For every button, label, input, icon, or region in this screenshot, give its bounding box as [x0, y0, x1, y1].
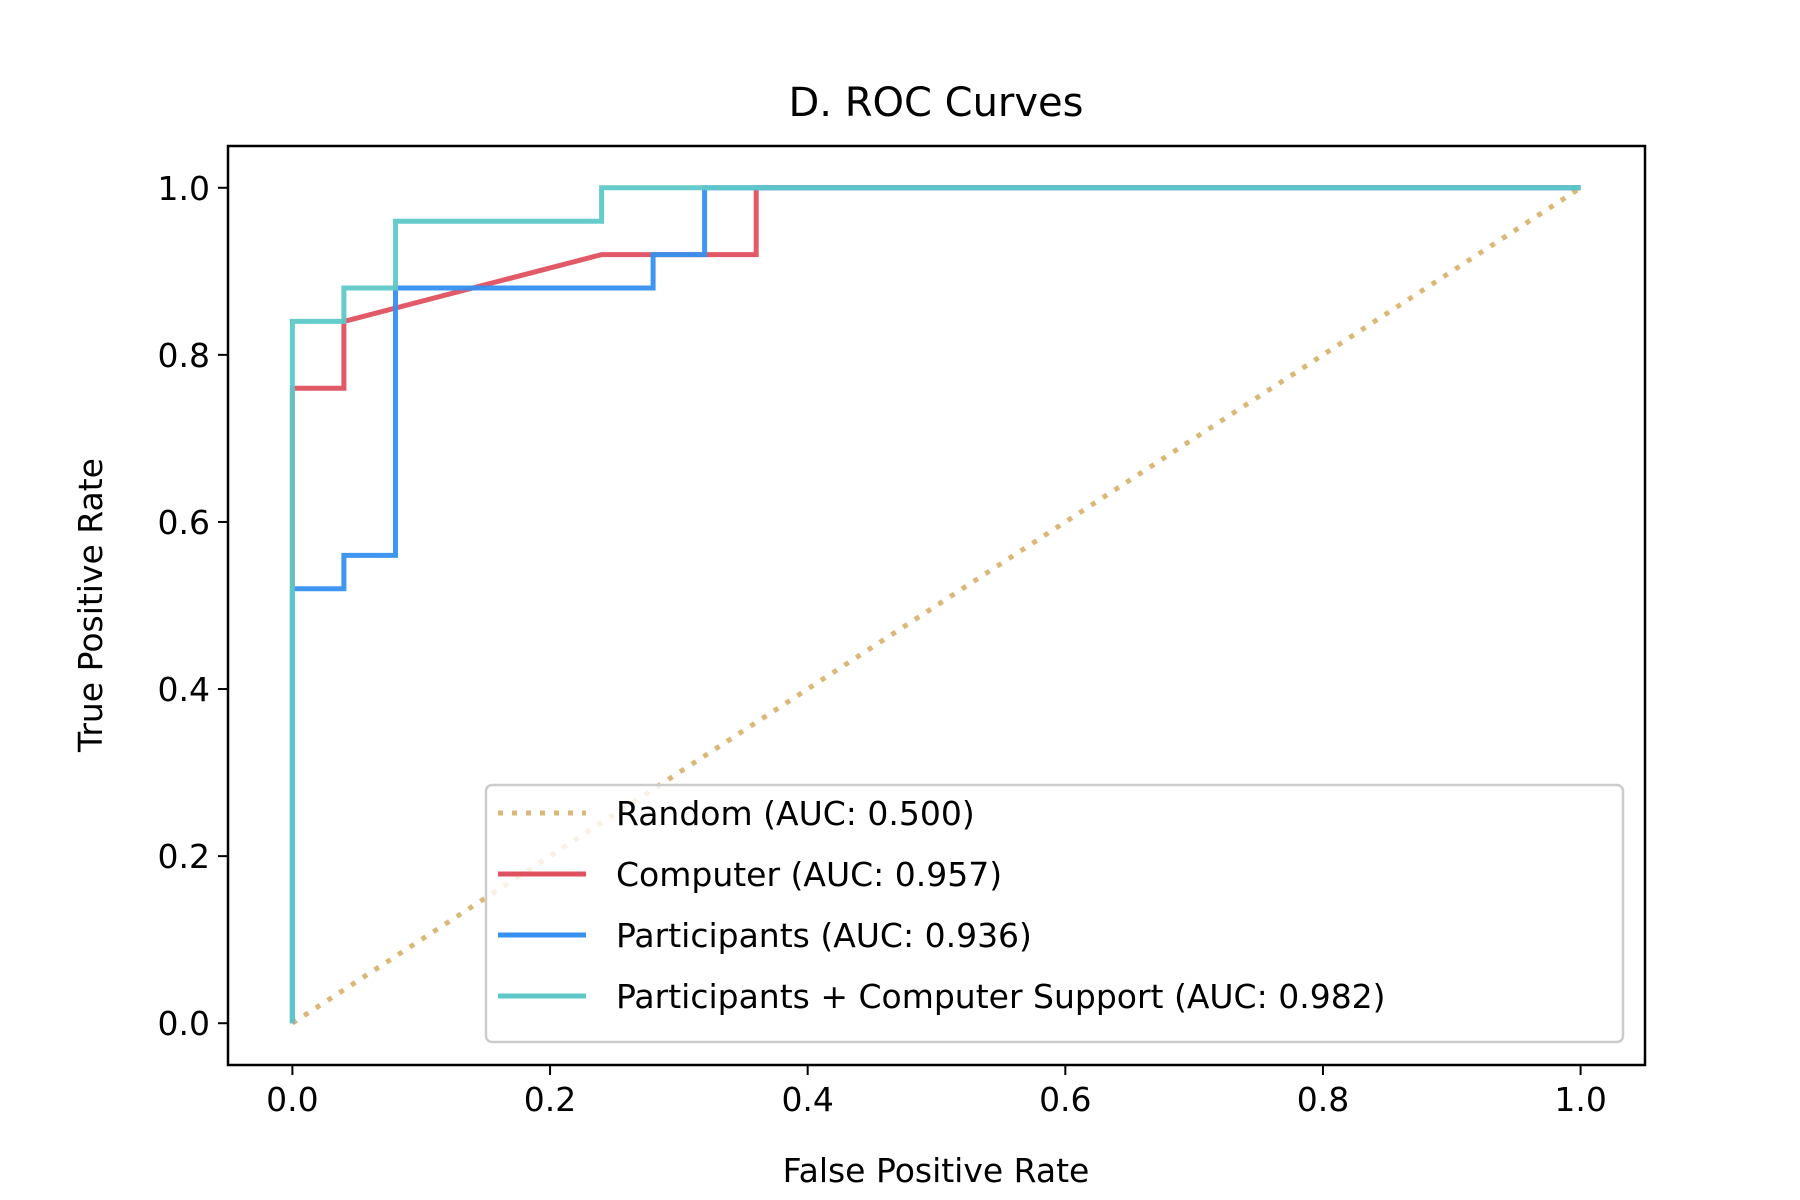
x-tick-label: 0.6: [1039, 1080, 1091, 1119]
y-axis: 0.0 0.2 0.4 0.6 0.8 1.0: [158, 169, 228, 1043]
y-tick-label: 0.6: [158, 503, 210, 542]
legend-label: Computer (AUC: 0.957): [616, 855, 1002, 894]
series-line-1: [289, 185, 1581, 1024]
x-axis: 0.0 0.2 0.4 0.6 0.8 1.0: [266, 1065, 1607, 1119]
legend-label: Participants + Computer Support (AUC: 0.…: [616, 977, 1386, 1016]
y-tick-label: 0.8: [158, 336, 210, 375]
legend-box: [484, 783, 1625, 1044]
series-line-3: [289, 185, 1581, 1024]
legend-label: Random (AUC: 0.500): [616, 794, 975, 833]
y-axis-label: True Positive Rate: [71, 458, 110, 753]
x-tick-label: 0.2: [524, 1080, 576, 1119]
y-tick-label: 1.0: [158, 169, 210, 208]
chart-title: D. ROC Curves: [789, 80, 1084, 126]
legend-label: Participants (AUC: 0.936): [616, 916, 1032, 955]
x-tick-label: 0.8: [1297, 1080, 1349, 1119]
x-axis-label: False Positive Rate: [783, 1151, 1090, 1190]
x-tick-label: 0.0: [266, 1080, 318, 1119]
y-tick-label: 0.2: [158, 837, 210, 876]
x-tick-label: 1.0: [1554, 1080, 1606, 1119]
y-tick-label: 0.4: [158, 670, 210, 709]
legend: Random (AUC: 0.500) Computer (AUC: 0.957)…: [484, 783, 1625, 1044]
plot-frame: [226, 144, 1647, 1067]
x-tick-label: 0.4: [781, 1080, 833, 1119]
y-tick-label: 0.0: [158, 1004, 210, 1043]
